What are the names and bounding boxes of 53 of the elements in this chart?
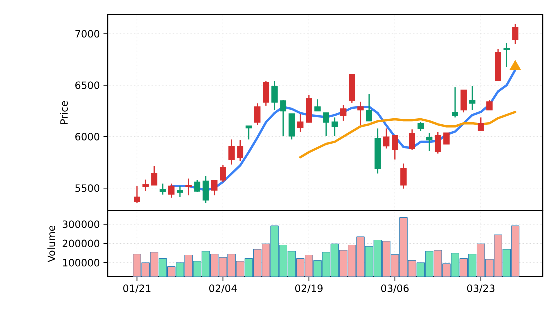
y-tick-label: 6000 — [76, 133, 100, 141]
candlestick — [504, 42, 510, 68]
y-axis-title: Volume — [48, 226, 56, 262]
candlestick — [237, 140, 244, 162]
candlestick — [246, 125, 252, 140]
x-tick-label: 01/21 — [124, 284, 151, 294]
y-tick-label: 5500 — [76, 184, 100, 192]
candlestick — [512, 23, 519, 46]
candlestick — [400, 163, 407, 190]
candlestick — [460, 90, 468, 114]
candlestick — [220, 164, 226, 183]
candlestick — [434, 131, 442, 154]
candlestick — [452, 86, 458, 118]
y-tick-label: 100000 — [63, 259, 100, 267]
candlestick — [151, 166, 158, 186]
x-tick-label: 03/23 — [467, 284, 495, 294]
candlestick — [186, 178, 192, 196]
y-tick-label: 200000 — [62, 240, 100, 248]
candlestick — [160, 183, 166, 196]
candlestick — [469, 86, 476, 111]
candlestick — [358, 101, 364, 126]
candlestick — [392, 134, 398, 160]
candlestick — [134, 186, 140, 204]
x-tick-label: 03/06 — [381, 284, 409, 294]
candlestick — [280, 100, 287, 138]
candlestick — [418, 121, 424, 132]
candlestick — [332, 117, 338, 138]
candlestick — [444, 132, 450, 146]
candlestick — [340, 104, 347, 122]
candlestick — [297, 114, 304, 133]
candlestick — [254, 102, 261, 126]
candlestick — [383, 128, 390, 150]
x-tick-label: 02/04 — [210, 284, 237, 294]
y-axis-title: Price — [60, 101, 68, 124]
candlestick — [202, 176, 210, 204]
y-tick-label: 7000 — [76, 30, 100, 38]
candlestick — [263, 80, 270, 107]
y-tick-label: 300000 — [62, 220, 100, 228]
candlestick — [486, 100, 493, 111]
candlestick — [211, 180, 218, 196]
candlestick — [288, 113, 296, 140]
candlestick — [323, 112, 330, 138]
x-tick-label: 02/19 — [295, 284, 323, 294]
candlestick — [228, 139, 235, 166]
candlestick — [177, 186, 184, 198]
candlestick — [366, 94, 372, 122]
candlestick — [272, 80, 278, 111]
candlestick — [409, 129, 416, 151]
candlestick — [314, 98, 321, 112]
candlestick — [168, 183, 175, 199]
candlestick — [478, 117, 484, 132]
y-tick-label: 6500 — [76, 82, 100, 90]
candlestick — [142, 179, 149, 192]
